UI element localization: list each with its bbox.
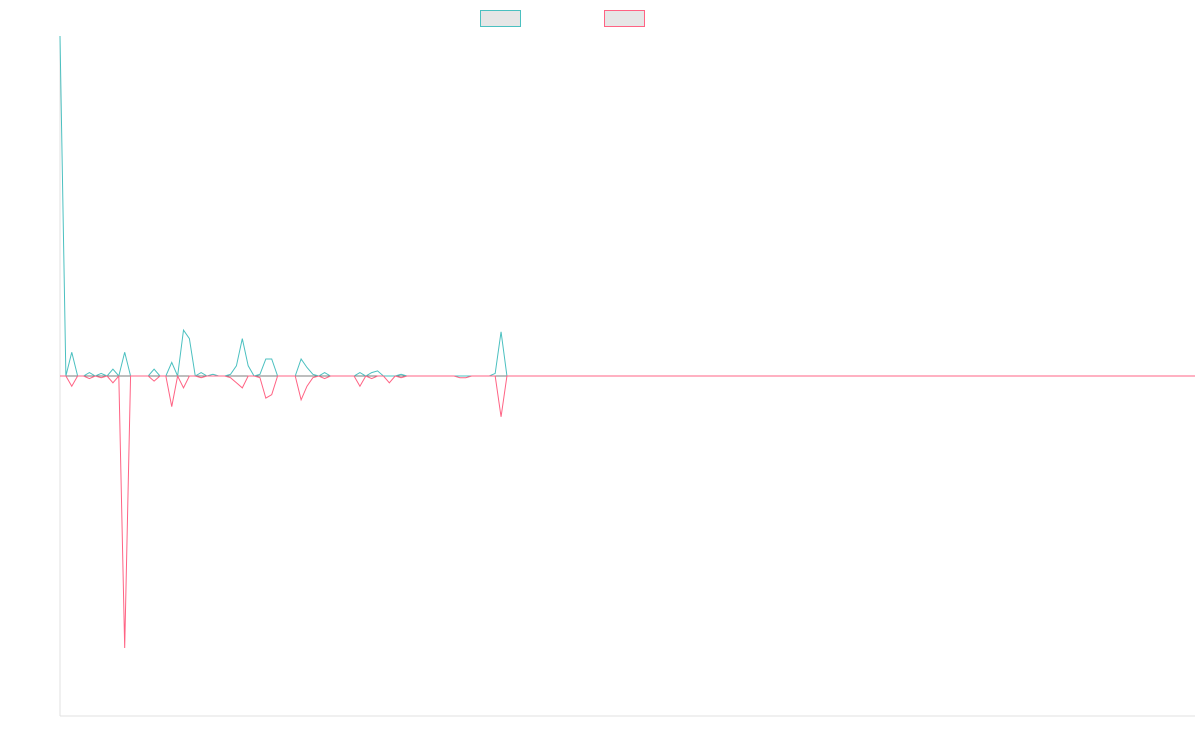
series-group: [59, 35, 1195, 649]
legend: [480, 10, 645, 27]
series-line-1: [59, 35, 1195, 378]
legend-swatch-2[interactable]: [604, 10, 645, 27]
legend-swatch-1[interactable]: [480, 10, 521, 27]
series-line-2: [60, 374, 1195, 649]
